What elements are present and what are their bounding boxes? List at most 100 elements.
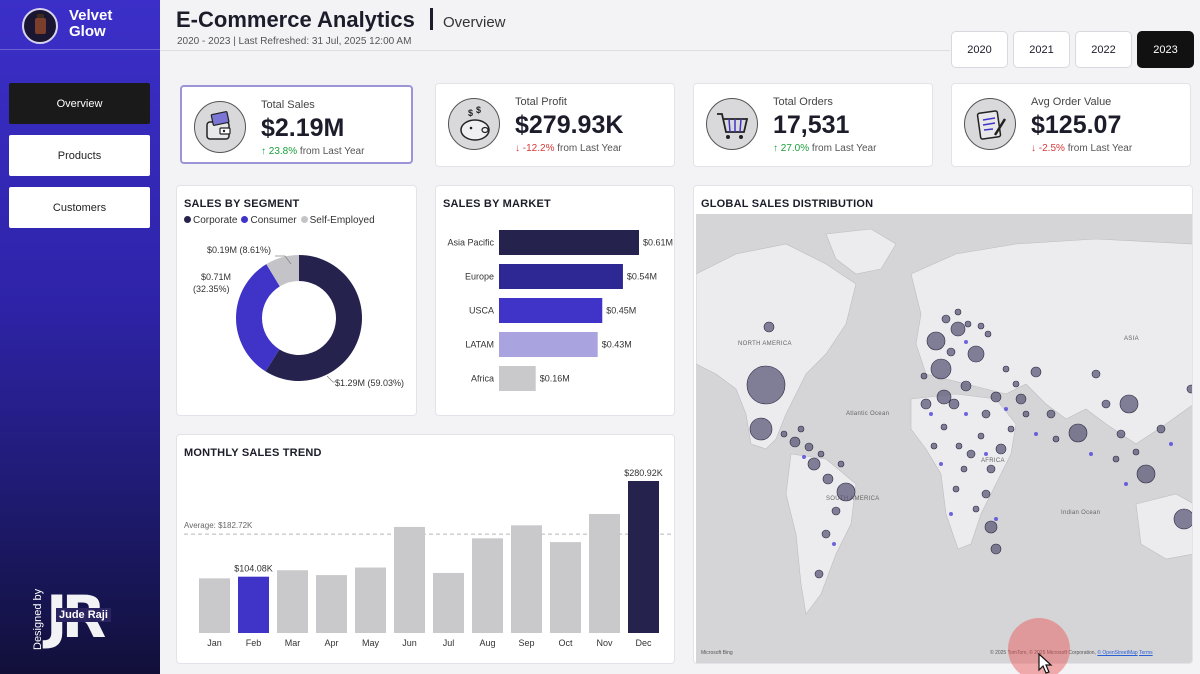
map-link-openstreetmap[interactable]: © OpenStreetMap bbox=[1097, 650, 1138, 656]
header-divider bbox=[160, 50, 950, 51]
month-label: Sep bbox=[518, 638, 534, 648]
legend-item-self-employed: Self-Employed bbox=[300, 215, 375, 226]
trend-bar-sep[interactable] bbox=[511, 525, 542, 633]
donut-slice-consumer[interactable] bbox=[235, 264, 280, 372]
author-name: Jude Raji bbox=[56, 608, 111, 622]
trend-bar-chart: Average: $182.72K Jan Feb $104.08K Mar Apr May… bbox=[184, 468, 672, 648]
greenland-shape bbox=[825, 228, 897, 275]
page-section: Overview bbox=[443, 14, 506, 31]
donut-slice-self-employed[interactable] bbox=[266, 255, 299, 287]
wallet-icon bbox=[194, 101, 246, 153]
month-label: Oct bbox=[558, 638, 573, 648]
market-value-label: $0.43M bbox=[602, 340, 632, 350]
legend-item-consumer: Consumer bbox=[241, 215, 297, 226]
nav-overview[interactable]: Overview bbox=[9, 83, 150, 124]
market-bar[interactable] bbox=[499, 332, 598, 357]
kpi-card-avg-order-value[interactable]: Avg Order Value $125.07 ↓ -2.5% from Las… bbox=[951, 83, 1191, 167]
market-category-label: LATAM bbox=[465, 340, 494, 350]
trend-bar-aug[interactable] bbox=[472, 538, 503, 633]
market-bar[interactable] bbox=[499, 298, 603, 323]
trend-bar-jul[interactable] bbox=[433, 572, 464, 633]
map-label-south-america: SOUTH AMERICA bbox=[826, 496, 880, 502]
map-label-atlantic: Atlantic Ocean bbox=[846, 411, 889, 417]
page-title: E-Commerce Analytics bbox=[176, 7, 415, 32]
trend-bar-jan[interactable] bbox=[199, 578, 230, 633]
kpi-delta: ↓ -2.5% from Last Year bbox=[1031, 143, 1132, 154]
map-label-asia: ASIA bbox=[1124, 336, 1139, 342]
mouse-cursor-icon bbox=[1038, 653, 1053, 674]
market-value-label: $0.45M bbox=[606, 306, 636, 316]
trend-bar-nov[interactable] bbox=[589, 513, 620, 633]
kpi-card-total-orders[interactable]: Total Orders 17,531 ↑ 27.0% from Last Ye… bbox=[693, 83, 933, 167]
label-consumer-pct: (32.35%) bbox=[193, 284, 230, 294]
month-label: Jun bbox=[402, 638, 417, 648]
market-category-label: USCA bbox=[469, 306, 494, 316]
month-label: Aug bbox=[479, 638, 495, 648]
north-america-shape bbox=[696, 243, 857, 450]
label-corporate: $1.29M (59.03%) bbox=[335, 378, 404, 388]
trend-bar-mar[interactable] bbox=[277, 570, 308, 633]
nav-products[interactable]: Products bbox=[9, 135, 150, 176]
market-category-label: Asia Pacific bbox=[447, 238, 494, 248]
map-label-indian-ocean: Indian Ocean bbox=[1061, 510, 1100, 516]
world-map[interactable]: NORTH AMERICA Atlantic Ocean SOUTH AMERI… bbox=[696, 214, 1193, 664]
trend-bar-jun[interactable] bbox=[394, 526, 425, 633]
card-title: GLOBAL SALES DISTRIBUTION bbox=[701, 198, 874, 210]
trend-bar-apr[interactable] bbox=[316, 575, 347, 633]
map-attribution-left: Microsoft Bing bbox=[701, 650, 733, 656]
trend-value-label: $280.92K bbox=[624, 468, 663, 478]
svg-text:$: $ bbox=[468, 108, 473, 118]
map-link-terms[interactable]: Terms bbox=[1139, 650, 1153, 656]
market-value-label: $0.61M bbox=[643, 238, 673, 248]
brand: Velvet Glow bbox=[0, 0, 160, 50]
year-button-2020[interactable]: 2020 bbox=[951, 31, 1008, 68]
nav-customers[interactable]: Customers bbox=[9, 187, 150, 228]
notepad-icon bbox=[964, 98, 1016, 150]
trend-card: MONTHLY SALES TREND Average: $182.72K Jan… bbox=[176, 434, 675, 664]
market-category-label: Europe bbox=[465, 272, 494, 282]
market-value-label: $0.54M bbox=[627, 272, 657, 282]
trend-bar-feb[interactable] bbox=[238, 576, 269, 633]
eurasia-shape bbox=[910, 238, 1192, 445]
sidebar: Velvet Glow Overview Products Customers … bbox=[0, 0, 160, 674]
shopping-cart-icon bbox=[706, 98, 758, 150]
map-label-north-america: NORTH AMERICA bbox=[738, 341, 792, 347]
kpi-delta-value: ↓ -2.5% bbox=[1031, 143, 1065, 154]
kpi-delta-suffix: from Last Year bbox=[299, 146, 365, 157]
year-button-2021[interactable]: 2021 bbox=[1013, 31, 1070, 68]
market-bar[interactable] bbox=[499, 230, 639, 255]
legend-item-corporate: Corporate bbox=[184, 215, 237, 226]
label-consumer: $0.71M bbox=[201, 272, 231, 282]
kpi-delta-suffix: from Last Year bbox=[557, 143, 622, 154]
map-label-africa: AFRICA bbox=[981, 458, 1005, 464]
label-self-employed: $0.19M (8.61%) bbox=[207, 245, 271, 255]
market-bar[interactable] bbox=[499, 366, 536, 391]
map-bubbles bbox=[746, 308, 1192, 579]
brand-name: Velvet Glow bbox=[69, 7, 113, 40]
map-small-dots bbox=[802, 340, 1173, 546]
kpi-card-total-profit[interactable]: $ $ Total Profit $279.93K ↓ -12.2% from … bbox=[435, 83, 675, 167]
trend-bar-dec[interactable] bbox=[628, 481, 659, 633]
month-label: Jul bbox=[443, 638, 455, 648]
month-label: Mar bbox=[285, 638, 301, 648]
map-attribution: © 2025 TomTom, © 2025 Microsoft Corporat… bbox=[990, 650, 1153, 656]
card-title: SALES BY MARKET bbox=[443, 198, 551, 210]
kpi-card-total-sales[interactable]: Total Sales $2.19M ↑ 23.8% from Last Yea… bbox=[180, 85, 413, 164]
year-button-2022[interactable]: 2022 bbox=[1075, 31, 1132, 68]
trend-bar-oct[interactable] bbox=[550, 542, 581, 633]
kpi-label: Total Orders bbox=[773, 96, 833, 108]
kpi-label: Avg Order Value bbox=[1031, 96, 1112, 108]
donut-slice-corporate[interactable] bbox=[265, 255, 362, 381]
svg-text:$: $ bbox=[476, 105, 481, 115]
month-label: Feb bbox=[246, 638, 262, 648]
kpi-value: $2.19M bbox=[261, 114, 345, 142]
kpi-label: Total Profit bbox=[515, 96, 567, 108]
card-title: MONTHLY SALES TREND bbox=[184, 447, 322, 459]
kpi-delta: ↑ 23.8% from Last Year bbox=[261, 146, 364, 157]
trend-value-label: $104.08K bbox=[234, 564, 273, 574]
kpi-delta-value: ↑ 27.0% bbox=[773, 143, 810, 154]
trend-bar-may[interactable] bbox=[355, 567, 386, 633]
map-card: GLOBAL SALES DISTRIBUTION NORTH AMERICA … bbox=[693, 185, 1193, 664]
market-bar[interactable] bbox=[499, 264, 623, 289]
year-button-2023[interactable]: 2023 bbox=[1137, 31, 1194, 68]
